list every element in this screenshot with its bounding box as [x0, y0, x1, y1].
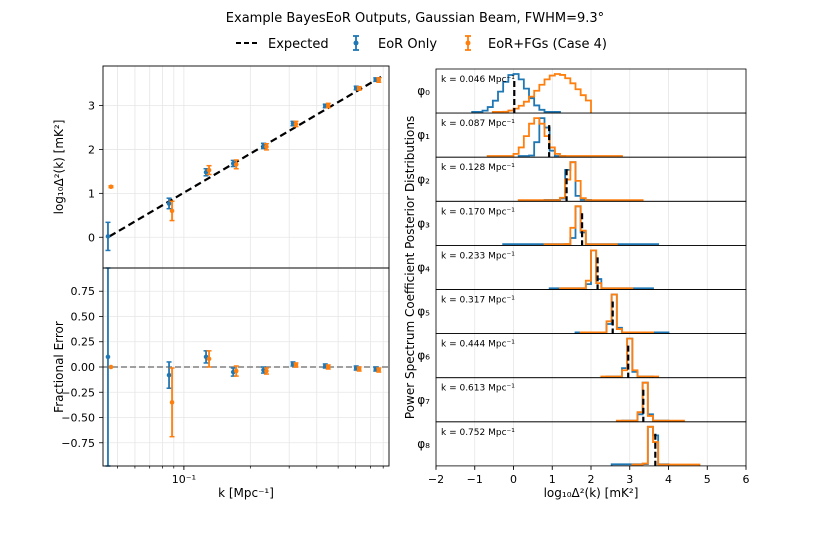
histogram-k-label: k = 0.233 Mpc⁻¹	[441, 251, 515, 261]
histogram-k-label: k = 0.170 Mpc⁻¹	[441, 207, 515, 217]
histogram-k-label: k = 0.087 Mpc⁻¹	[441, 119, 515, 129]
eor-only-point	[166, 372, 172, 378]
histogram-k-label: k = 0.317 Mpc⁻¹	[441, 296, 515, 306]
y-tick-label: 0.50	[71, 310, 96, 323]
y-tick-label: 0.00	[71, 361, 96, 374]
top-panel-frame	[102, 65, 390, 269]
histogram-k-label: k = 0.613 Mpc⁻¹	[441, 384, 515, 394]
y-tick-label: 0	[88, 231, 95, 244]
legend: Expected EoR Only EoR+FGs (Case 4)	[236, 35, 607, 52]
histogram-k-label: k = 0.046 Mpc⁻¹	[441, 75, 515, 85]
x-tick-label: 10⁻¹	[172, 473, 196, 486]
x-tick-label: 5	[704, 473, 711, 486]
eor-fgs-point	[325, 103, 331, 108]
histogram-row-label: φ₅	[417, 305, 430, 319]
y-tick-label: 1	[88, 187, 95, 200]
right-posterior-histogram-panel: k = 0.046 Mpc⁻¹ φ₀ k = 0.087 Mpc⁻¹ φ₁ k = 0.…	[403, 68, 750, 500]
bottom-panel-y-axis-label: Fractional Error	[52, 321, 66, 413]
right-panel-y-axis-label: Power Spectrum Coefficient Posterior Dis…	[403, 116, 417, 419]
legend-entry-expected: Expected	[236, 37, 329, 52]
eor-fgs-point	[356, 366, 362, 372]
x-tick-label: 1	[549, 473, 556, 486]
eor-fgs-point	[108, 364, 114, 370]
eor-only-point	[105, 354, 111, 360]
x-tick-label: 2	[588, 473, 595, 486]
eor-fgs-point	[108, 184, 114, 190]
eor-fgs-histogram	[543, 205, 618, 246]
bottom-panel-x-axis-label: k [Mpc⁻¹]	[218, 486, 274, 500]
legend-label-eor-only: EoR Only	[378, 37, 437, 52]
y-tick-label: 0.75	[71, 285, 96, 298]
y-tick-label: −0.25	[61, 386, 95, 399]
eor-fgs-histogram	[600, 337, 660, 378]
eor-fgs-point	[293, 121, 299, 127]
right-panel-x-axis-label: log₁₀Δ²(k) [mK²]	[544, 486, 639, 500]
y-tick-label: 2	[88, 143, 95, 156]
eor-fgs-point	[206, 356, 212, 362]
legend-marker-orange	[465, 40, 471, 46]
eor-only-histogram	[621, 381, 670, 422]
histogram-row-label: φ₈	[417, 437, 430, 451]
x-tick-label: 3	[626, 473, 633, 486]
eor-fgs-point	[206, 167, 212, 173]
eor-fgs-histogram	[517, 161, 644, 202]
eor-fgs-histogram	[559, 249, 634, 290]
eor-fgs-point	[169, 400, 175, 405]
legend-label-expected: Expected	[268, 37, 329, 52]
x-tick-label: 6	[743, 473, 750, 486]
eor-only-point	[166, 201, 172, 206]
top-left-power-spectrum-panel: 0 1 2 3 log₁₀Δ²(k) [mK²]	[52, 65, 390, 269]
legend-entry-eor-only: EoR Only	[353, 35, 437, 52]
histogram-row-label: φ₁	[417, 128, 430, 142]
top-panel-y-axis-label: log₁₀Δ²(k) [mK²]	[52, 120, 66, 215]
eor-fgs-point	[169, 208, 175, 214]
eor-only-histogram	[543, 161, 592, 202]
eor-only-point	[105, 234, 111, 239]
histogram-row-label: φ₄	[417, 260, 430, 274]
legend-entry-eor-fgs: EoR+FGs (Case 4)	[465, 35, 607, 52]
eor-only-histogram	[574, 293, 670, 334]
histogram-row-label: φ₀	[417, 84, 430, 98]
eor-fgs-point	[293, 362, 299, 368]
expected-power-line	[108, 74, 384, 238]
y-tick-label: 0.25	[71, 336, 96, 349]
histogram-k-label: k = 0.752 Mpc⁻¹	[441, 428, 515, 438]
x-tick-label: 4	[665, 473, 672, 486]
histogram-k-label: k = 0.444 Mpc⁻¹	[441, 340, 515, 350]
eor-only-histogram	[517, 117, 567, 158]
eor-fgs-histogram	[486, 117, 623, 158]
histogram-row-label: φ₆	[417, 349, 430, 363]
eor-only-histogram	[610, 425, 670, 466]
eor-fgs-point	[264, 144, 269, 150]
histogram-row-label: φ₂	[417, 172, 430, 186]
y-tick-label: 3	[88, 100, 95, 113]
bottom-panel-frame	[102, 267, 390, 467]
histogram-row-label: φ₇	[417, 393, 430, 407]
figure-title: Example BayesEoR Outputs, Gaussian Beam,…	[226, 11, 604, 26]
eor-fgs-point	[376, 77, 382, 83]
eor-fgs-histogram	[615, 381, 685, 422]
eor-fgs-histogram	[491, 73, 592, 114]
eor-fgs-point	[325, 364, 331, 370]
eor-fgs-point	[233, 368, 239, 374]
eor-fgs-histogram	[631, 425, 701, 466]
y-tick-label: −0.50	[61, 412, 95, 425]
histogram-k-label: k = 0.128 Mpc⁻¹	[441, 163, 515, 173]
eor-fgs-point	[264, 368, 269, 374]
legend-label-eor-fgs: EoR+FGs (Case 4)	[488, 37, 607, 52]
eor-fgs-point	[356, 86, 362, 91]
eor-fgs-histogram	[579, 293, 654, 334]
bottom-left-fractional-error-panel: −0.75 −0.50 −0.25 0.00 0.25 0.50 0.75 10⁻¹ k [Mp…	[52, 267, 390, 500]
x-tick-label: −2	[428, 473, 444, 486]
eor-fgs-point	[376, 367, 382, 373]
y-tick-label: −0.75	[61, 437, 95, 450]
eor-only-histogram	[471, 73, 561, 114]
x-tick-label: −1	[467, 473, 483, 486]
legend-marker-blue	[353, 40, 359, 46]
eor-fgs-point	[233, 162, 239, 167]
histogram-row-label: φ₃	[417, 216, 430, 230]
x-tick-label: 0	[510, 473, 517, 486]
